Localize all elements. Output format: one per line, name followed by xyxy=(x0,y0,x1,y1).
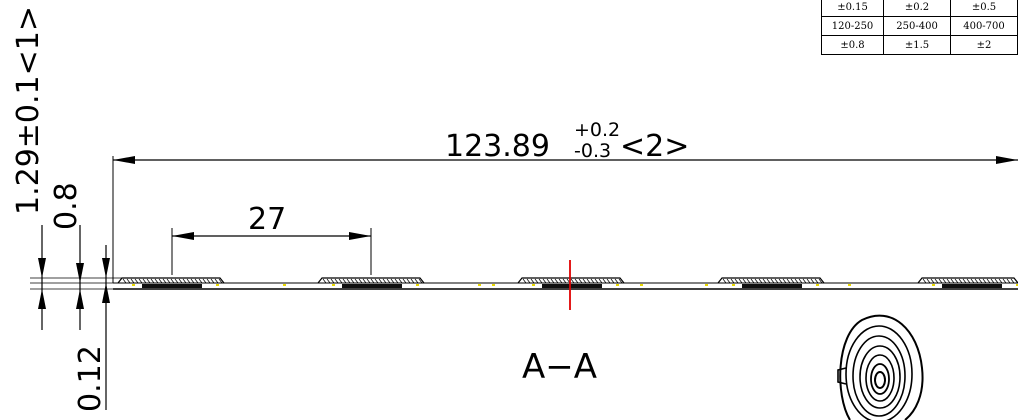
marker-dot xyxy=(848,284,851,286)
marker-dot xyxy=(640,284,643,286)
overall-length-lower-tol: -0.3 xyxy=(574,140,611,162)
table-cell: ±0.8 xyxy=(820,35,885,55)
marker-dot xyxy=(283,284,286,286)
strip-segment xyxy=(717,277,825,288)
coil-illustration xyxy=(837,314,924,420)
table-row: ±0.15 ±0.2 ±0.5 xyxy=(820,0,1018,17)
section-label: A−A xyxy=(522,347,597,387)
total-thickness-label: 1.29±0.1<1> xyxy=(11,6,46,215)
marker-dot xyxy=(492,284,495,286)
thickness-dimensions: 1.29±0.1<1> 0.8 0.12 xyxy=(11,6,124,412)
thickness-012-label: 0.12 xyxy=(73,345,108,412)
overall-length-dimension: 123.89 +0.2 -0.3 <2> xyxy=(112,119,1018,283)
pitch-value: 27 xyxy=(248,202,286,237)
marker-dot xyxy=(705,284,708,286)
table-row: ±0.8 ±1.5 ±2 xyxy=(820,35,1018,55)
strip-profile xyxy=(113,260,1018,310)
table-cell: ±2 xyxy=(950,35,1018,55)
pitch-dimension: 27 xyxy=(171,202,372,275)
thickness-08-label: 0.8 xyxy=(49,182,84,230)
tolerance-table: ±0.15 ±0.2 ±0.5 120-250 250-400 400-700 … xyxy=(820,0,1018,55)
strip-segment xyxy=(317,277,425,288)
marker-dot xyxy=(478,284,481,286)
overall-length-tag: <2> xyxy=(620,129,689,164)
overall-length-value: 123.89 xyxy=(445,129,550,164)
strip-segment xyxy=(517,277,625,288)
strip-segment xyxy=(117,277,225,288)
overall-length-upper-tol: +0.2 xyxy=(574,119,620,141)
strip-segment xyxy=(917,277,1018,288)
